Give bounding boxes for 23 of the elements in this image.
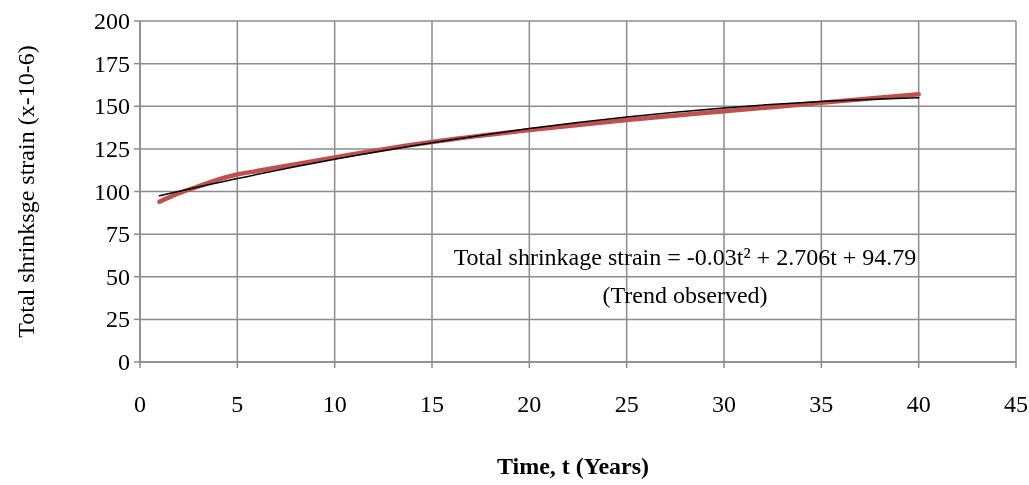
y-tick-label: 75 — [106, 221, 130, 248]
y-tick-label: 125 — [94, 135, 130, 162]
x-axis-title: Time, t (Years) — [496, 453, 650, 479]
annotation: (Trend observed) — [602, 282, 768, 308]
y-tick-label: 25 — [106, 306, 130, 333]
annotation: Total shrinkage strain = -0.03t² + 2.706t + 94.79 — [453, 244, 917, 270]
y-tick-label: 150 — [94, 93, 130, 120]
y-tick-label: 175 — [94, 50, 130, 77]
y-tick-label: 100 — [94, 178, 130, 205]
x-tick-label: 40 — [906, 391, 931, 417]
x-tick-label: 35 — [809, 391, 834, 417]
y-tick-label: 200 — [94, 8, 130, 34]
x-tick-label: 5 — [231, 391, 244, 417]
x-tick-label: 45 — [1004, 391, 1028, 417]
x-tick-label: 0 — [134, 391, 146, 417]
x-tick-label: 20 — [517, 391, 542, 417]
x-tick-label: 15 — [420, 391, 444, 417]
y-tick-label: 0 — [118, 349, 130, 375]
x-tick-label: 25 — [614, 391, 639, 417]
y-axis-title: Total shrinksge strain (x-10-6) — [13, 45, 39, 338]
x-tick-label: 10 — [322, 391, 347, 417]
y-tick-label: 50 — [106, 263, 130, 290]
x-tick-label: 30 — [712, 391, 736, 417]
